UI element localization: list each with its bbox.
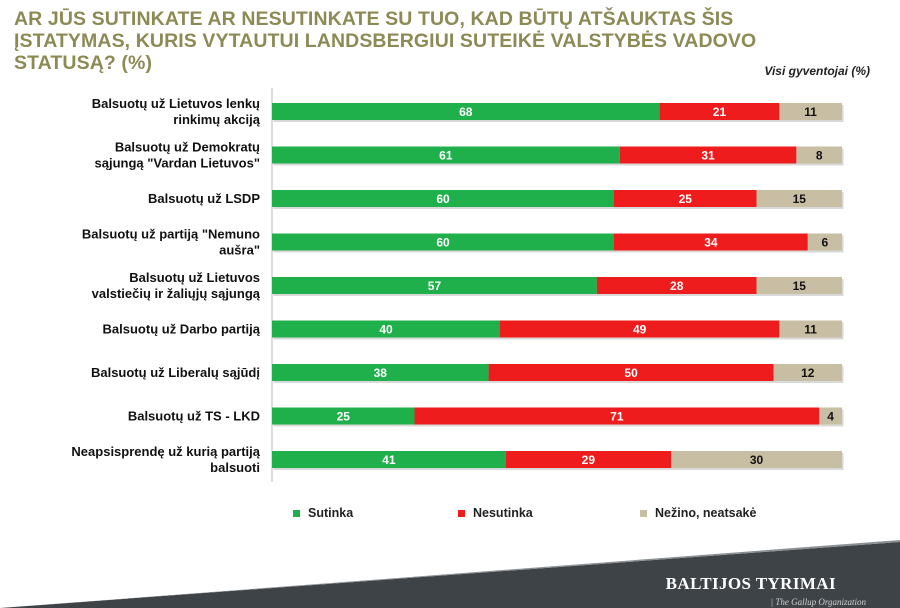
bar-segment bbox=[807, 233, 842, 251]
category-label: Balsuotų už Lietuvos valstiečių ir žaliųj… bbox=[92, 270, 261, 301]
category-label-line: Balsuotų už TS - LKD bbox=[128, 409, 260, 424]
data-label: 21 bbox=[713, 105, 727, 119]
data-label: 11 bbox=[804, 323, 817, 337]
data-label: 28 bbox=[670, 279, 684, 293]
category-label-line: balsuoti bbox=[210, 460, 260, 475]
data-label: 60 bbox=[436, 192, 450, 206]
category-label-line: Balsuotų už LSDP bbox=[148, 191, 260, 206]
data-label: 61 bbox=[439, 149, 453, 163]
category-label-line: Balsuotų už Lietuvos lenkų bbox=[92, 96, 260, 111]
data-label: 50 bbox=[624, 366, 638, 380]
data-label: 60 bbox=[436, 236, 450, 250]
category-label-line: Balsuotų už Liberalų sąjūdį bbox=[91, 365, 260, 380]
legend-label: Nesutinka bbox=[473, 506, 533, 520]
data-label: 25 bbox=[337, 410, 351, 424]
bar-segment bbox=[272, 451, 506, 468]
legend-swatch bbox=[458, 509, 465, 517]
legend-label: Nežino, neatsakė bbox=[655, 506, 757, 520]
data-label: 8 bbox=[816, 149, 823, 163]
category-label-line: Balsuotų už Lietuvos bbox=[129, 270, 260, 285]
bar-segment bbox=[756, 190, 842, 207]
data-label: 40 bbox=[379, 323, 393, 337]
bar-segment bbox=[272, 277, 597, 294]
category-label-line: sąjungą "Vardan Lietuvos" bbox=[95, 156, 260, 171]
data-label: 29 bbox=[582, 453, 596, 467]
bar-segment bbox=[272, 233, 614, 251]
brand-logo-text: BALTIJOS TYRIMAI bbox=[665, 574, 836, 593]
data-label: 41 bbox=[382, 453, 396, 467]
bars-group: Balsuotų už Lietuvos lenkų rinkimų akciją… bbox=[71, 96, 844, 475]
data-label: 49 bbox=[633, 323, 647, 337]
data-label: 68 bbox=[459, 105, 473, 119]
bar-segment bbox=[614, 233, 808, 251]
bar-segment bbox=[619, 146, 797, 164]
bar-segment bbox=[796, 146, 842, 164]
bar-segment bbox=[779, 320, 842, 338]
category-label: Balsuotų už Lietuvos lenkų rinkimų akciją bbox=[92, 96, 261, 127]
brand-subtitle: | The Gallup Organization bbox=[770, 597, 866, 607]
chart-title: AR JŪS SUTINKATE AR NESUTINKATE SU TUO, … bbox=[14, 8, 757, 74]
stacked-bar-chart: Balsuotų už Lietuvos lenkų rinkimų akciją… bbox=[71, 88, 844, 482]
legend: Sutinka Nesutinka Nežino, neatsakė bbox=[0, 506, 900, 526]
data-label: 11 bbox=[804, 105, 817, 119]
category-label: Balsuotų už LSDP bbox=[148, 191, 260, 206]
bar-segment bbox=[500, 320, 780, 338]
footer-edge bbox=[0, 540, 900, 608]
category-label: Neapsisprendę už kurią partiją balsuoti bbox=[71, 444, 260, 475]
bar-segment bbox=[773, 364, 842, 381]
category-label: Balsuotų už partiją "Nemuno aušra" bbox=[82, 227, 260, 258]
bar-segment bbox=[414, 407, 820, 425]
category-label-line: Balsuotų už Demokratų bbox=[115, 140, 260, 155]
legend-item: Sutinka bbox=[293, 506, 353, 520]
data-label: 25 bbox=[679, 192, 693, 206]
bar-segment bbox=[272, 407, 415, 425]
category-label-line: Balsuotų už Darbo partiją bbox=[103, 322, 261, 337]
category-label-line: aušra" bbox=[219, 243, 260, 258]
chart-subtitle: Visi gyventojai (%) bbox=[764, 64, 870, 78]
data-label: 57 bbox=[428, 279, 442, 293]
bar-segment bbox=[272, 103, 660, 120]
bar-segment bbox=[756, 277, 842, 294]
data-label: 31 bbox=[701, 149, 715, 163]
category-label-line: rinkimų akciją bbox=[173, 112, 260, 127]
bar-segment bbox=[272, 364, 489, 381]
category-label-line: valstiečių ir žaliųjų sąjungą bbox=[92, 286, 261, 301]
legend-swatch bbox=[640, 509, 647, 517]
legend-swatch bbox=[293, 509, 300, 517]
bar-segment bbox=[659, 103, 780, 120]
bar-segment bbox=[819, 407, 842, 425]
category-label: Balsuotų už Liberalų sąjūdį bbox=[91, 365, 260, 380]
footer-band bbox=[0, 540, 900, 608]
category-label: Balsuotų už Demokratų sąjungą "Vardan Lie… bbox=[95, 140, 261, 171]
bar-segment bbox=[671, 451, 842, 468]
bar-segment bbox=[614, 190, 757, 207]
bar-segment bbox=[488, 364, 774, 381]
category-label: Balsuotų už TS - LKD bbox=[128, 409, 260, 424]
category-label-line: Balsuotų už partiją "Nemuno bbox=[82, 227, 260, 242]
bar-segment bbox=[272, 320, 500, 338]
bar-segment bbox=[779, 103, 842, 120]
data-label: 4 bbox=[827, 410, 834, 424]
data-label: 30 bbox=[750, 453, 764, 467]
data-label: 38 bbox=[374, 366, 388, 380]
data-label: 34 bbox=[704, 236, 718, 250]
bar-segment bbox=[596, 277, 757, 294]
category-label-line: Neapsisprendę už kurią partiją bbox=[71, 444, 260, 459]
bar-segment bbox=[505, 451, 671, 468]
data-label: 12 bbox=[801, 366, 815, 380]
bar-segment bbox=[272, 146, 620, 164]
data-label: 71 bbox=[610, 410, 624, 424]
data-label: 6 bbox=[822, 236, 829, 250]
legend-item: Nežino, neatsakė bbox=[640, 506, 756, 520]
legend-item: Nesutinka bbox=[458, 506, 533, 520]
legend-label: Sutinka bbox=[308, 506, 354, 520]
data-label: 15 bbox=[793, 279, 807, 293]
category-label: Balsuotų už Darbo partiją bbox=[103, 322, 261, 337]
bar-segment bbox=[272, 190, 614, 207]
data-label: 15 bbox=[793, 192, 807, 206]
